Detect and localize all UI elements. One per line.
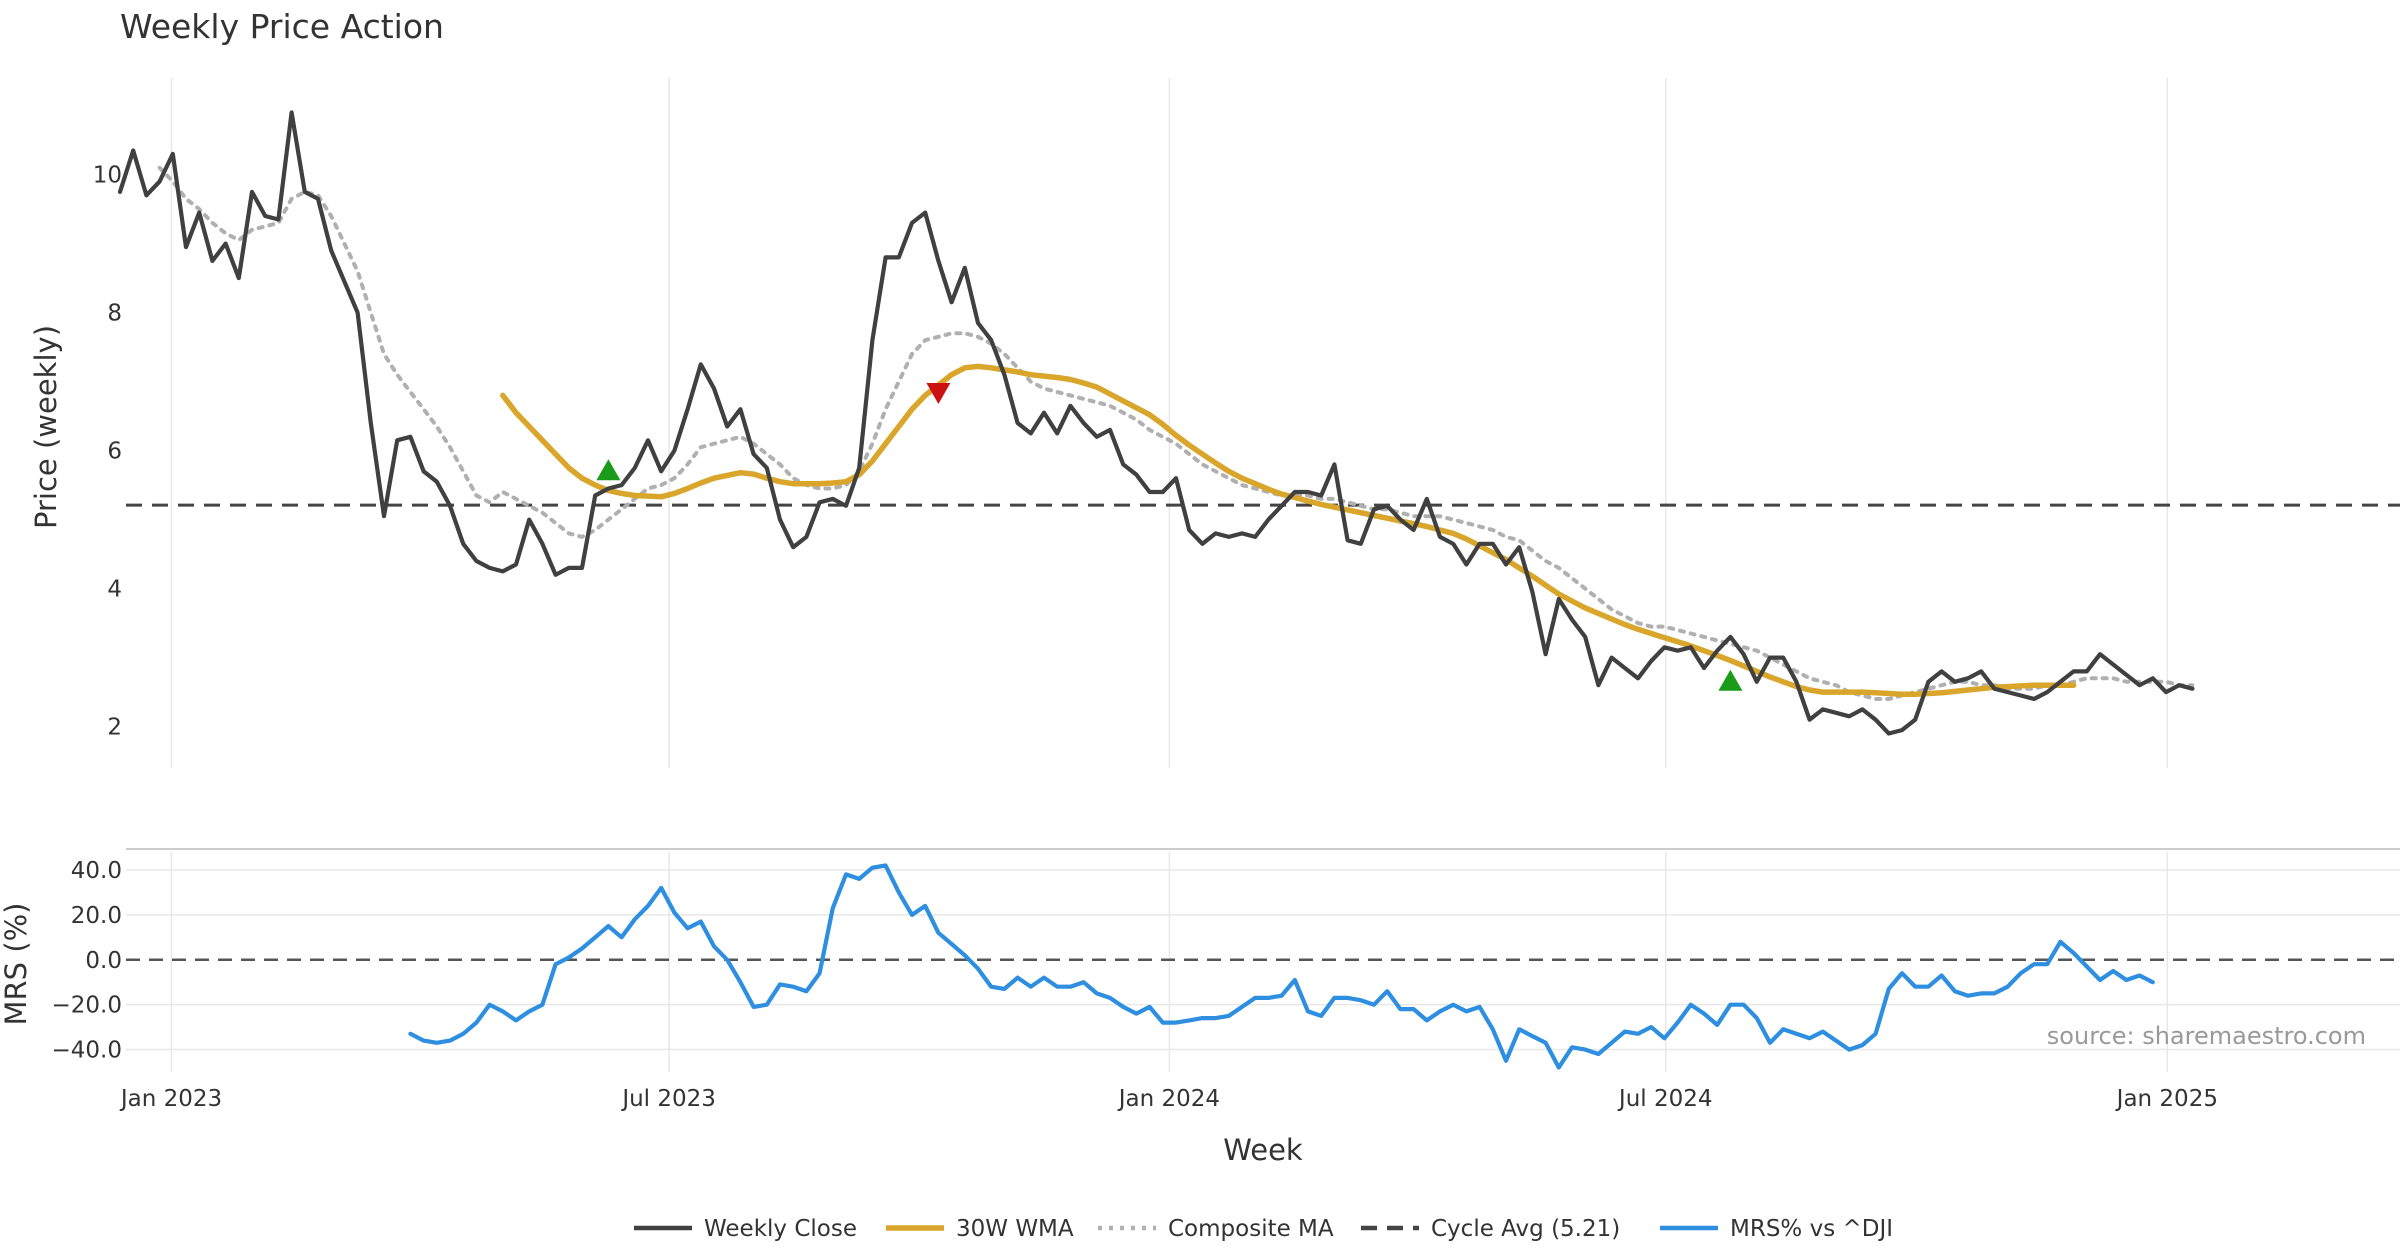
price-y-tick-label: 2	[107, 715, 122, 741]
legend-label: MRS% vs ^DJI	[1730, 1216, 1893, 1242]
x-tick-label: Jul 2023	[620, 1086, 716, 1112]
x-axis-label: Week	[1223, 1133, 1303, 1167]
price-series	[117, 110, 2195, 736]
mrs-series	[408, 863, 2155, 1070]
x-tick-label: Jan 2024	[1117, 1086, 1220, 1112]
legend-item: MRS% vs ^DJI	[1660, 1216, 1893, 1242]
mrs-y-tick-label: 0.0	[85, 948, 122, 974]
mrs-y-tick-label: −40.0	[52, 1038, 122, 1064]
mrs-panel: 40.0 20.0 0.0 −20.0 −40.0 MRS (%) source: sh…	[0, 848, 2400, 1072]
price-y-ticks: 2 4 6 8 10	[93, 163, 122, 741]
buy-signal-marker	[596, 459, 621, 481]
weekly-close-line	[117, 110, 2195, 736]
x-tick-label: Jan 2023	[119, 1086, 222, 1112]
price-y-tick-label: 8	[107, 301, 122, 327]
mrs-y-ticks: 40.0 20.0 0.0 −20.0 −40.0	[52, 858, 122, 1064]
price-y-axis-label: Price (weekly)	[29, 325, 63, 529]
price-y-tick-label: 6	[107, 439, 122, 465]
mrs-grid	[126, 852, 2400, 1072]
legend-label: Composite MA	[1168, 1216, 1334, 1242]
x-axis-ticks: Jan 2023 Jul 2023 Jan 2024 Jul 2024 Jan 2025…	[119, 1086, 2218, 1112]
mrs-y-axis-label: MRS (%)	[0, 903, 33, 1026]
legend-item: 30W WMA	[886, 1216, 1074, 1242]
sell-signal-marker	[926, 382, 951, 404]
legend-label: 30W WMA	[956, 1216, 1074, 1242]
price-y-tick-label: 4	[107, 577, 122, 603]
buy-signal-marker	[1718, 669, 1743, 691]
price-panel: 2 4 6 8 10 Price (weekly)	[29, 78, 2400, 768]
x-tick-label: Jan 2025	[2115, 1086, 2218, 1112]
wma-30w-line	[500, 363, 2077, 697]
signal-markers	[596, 382, 1743, 691]
price-y-tick-label: 10	[93, 163, 122, 189]
legend-item: Weekly Close	[634, 1216, 857, 1242]
legend-item: Composite MA	[1098, 1216, 1334, 1242]
legend: Weekly Close 30W WMA Composite MA Cycle Avg…	[634, 1216, 1893, 1242]
mrs-line	[408, 863, 2155, 1070]
legend-label: Weekly Close	[704, 1216, 857, 1242]
legend-label: Cycle Avg (5.21)	[1431, 1216, 1620, 1242]
chart-title: Weekly Price Action	[120, 7, 444, 46]
x-tick-label: Jul 2024	[1617, 1086, 1713, 1112]
source-label: source: sharemaestro.com	[2047, 1022, 2366, 1050]
mrs-y-tick-label: 20.0	[71, 903, 122, 929]
legend-item: Cycle Avg (5.21)	[1361, 1216, 1620, 1242]
mrs-y-tick-label: −20.0	[52, 993, 122, 1019]
price-grid	[170, 78, 2169, 768]
mrs-y-tick-label: 40.0	[71, 858, 122, 884]
